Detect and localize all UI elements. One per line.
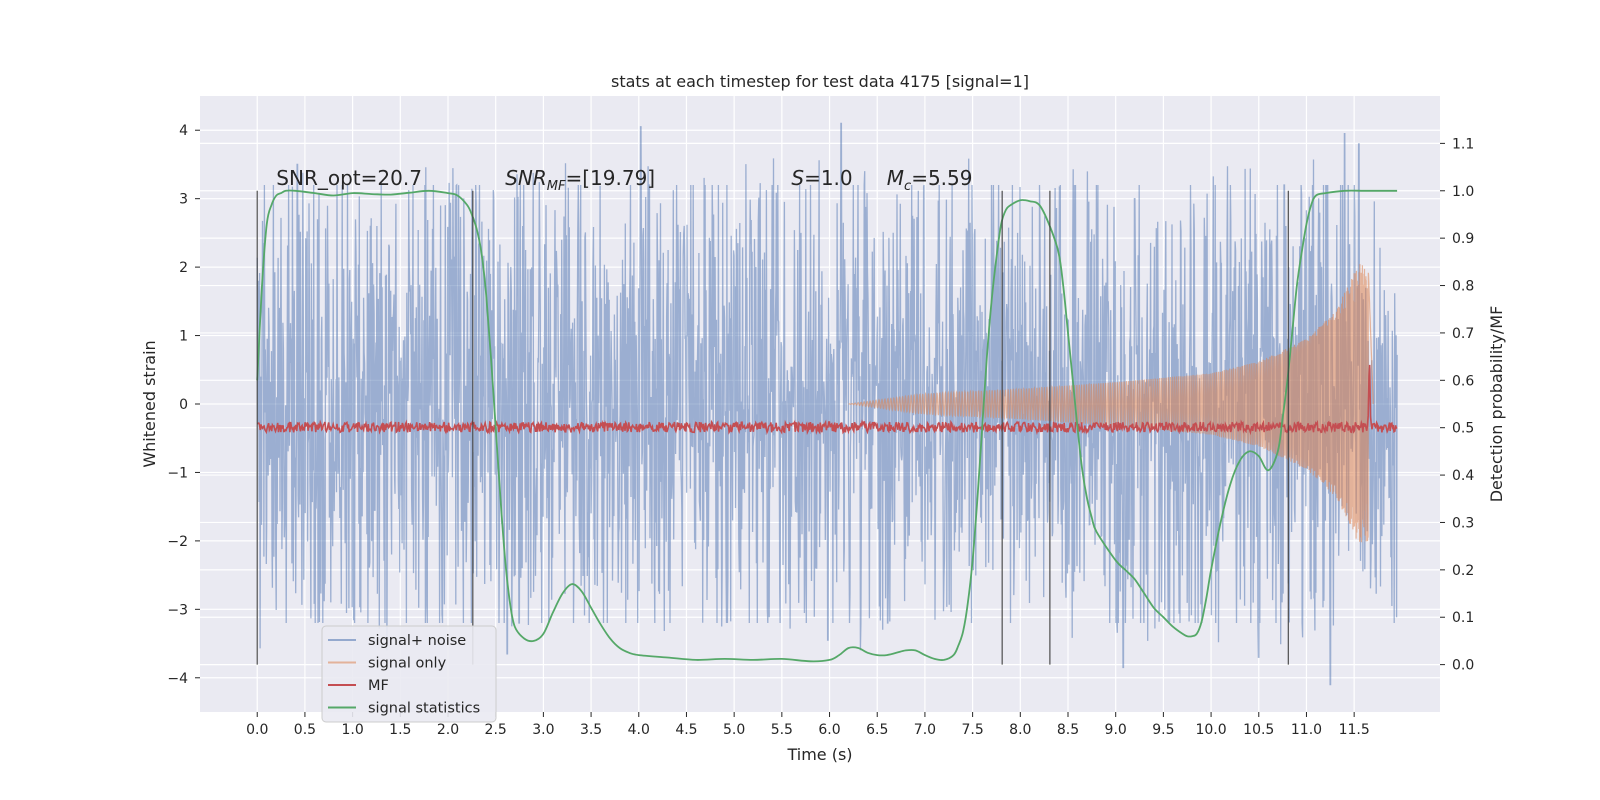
annotation-value: =5.59 xyxy=(911,166,972,190)
annotation-symbol: M xyxy=(887,166,904,190)
y-tick-label-left: −2 xyxy=(167,534,188,550)
annotation: Mc=5.59 xyxy=(887,166,973,194)
x-tick-label: 10.0 xyxy=(1195,722,1226,738)
x-tick-label: 8.5 xyxy=(1057,722,1079,738)
y-tick-label-right: 0.0 xyxy=(1452,658,1474,674)
y-tick-label-right: 0.8 xyxy=(1452,279,1474,295)
y-tick-label-right: 1.1 xyxy=(1452,136,1474,152)
y-axis-title-right: Detection probability/MF xyxy=(1487,306,1506,503)
annotation: S=1.0 xyxy=(791,166,852,190)
y-tick-label-right: 0.9 xyxy=(1452,231,1474,247)
y-tick-label-left: 2 xyxy=(179,260,188,276)
annotation-value: =[19.79] xyxy=(565,166,655,190)
y-tick-label-right: 0.4 xyxy=(1452,468,1474,484)
x-tick-label: 8.0 xyxy=(1009,722,1031,738)
x-tick-label: 0.0 xyxy=(246,722,268,738)
y-tick-label-left: −3 xyxy=(167,602,188,618)
annotation-symbol: SNR xyxy=(505,166,547,190)
annotation: SNR_opt=20.7 xyxy=(276,166,422,190)
x-tick-label: 1.5 xyxy=(389,722,411,738)
x-tick-label: 7.0 xyxy=(914,722,936,738)
x-axis-title: Time (s) xyxy=(786,745,852,764)
x-tick-label: 10.5 xyxy=(1243,722,1274,738)
y-tick-label-right: 0.5 xyxy=(1452,421,1474,437)
y-tick-label-right: 0.6 xyxy=(1452,373,1474,389)
x-tick-label: 1.0 xyxy=(341,722,363,738)
y-tick-label-left: 4 xyxy=(179,123,188,139)
x-tick-label: 5.0 xyxy=(723,722,745,738)
y-tick-label-left: −1 xyxy=(167,465,188,481)
y-tick-label-right: 0.3 xyxy=(1452,515,1474,531)
y-tick-label-right: 0.2 xyxy=(1452,563,1474,579)
y-tick-label-left: 0 xyxy=(179,397,188,413)
x-tick-label: 7.5 xyxy=(961,722,983,738)
series-signal-noise xyxy=(256,122,1398,686)
annotation-symbol: S xyxy=(791,166,804,190)
y-tick-label-left: 3 xyxy=(179,192,188,208)
x-tick-label: 11.5 xyxy=(1339,722,1370,738)
series-mf xyxy=(257,364,1398,436)
legend-label: MF xyxy=(368,678,389,694)
annotation: SNRMF=[19.79] xyxy=(505,166,655,194)
annotation-subscript: MF xyxy=(547,179,566,194)
y-tick-label-right: 1.0 xyxy=(1452,184,1474,200)
x-tick-label: 6.5 xyxy=(866,722,888,738)
y-tick-label-left: 1 xyxy=(179,329,188,345)
x-tick-label: 0.5 xyxy=(294,722,316,738)
x-tick-label: 3.5 xyxy=(580,722,602,738)
x-tick-label: 4.0 xyxy=(628,722,650,738)
x-tick-label: 9.5 xyxy=(1152,722,1174,738)
legend-label: signal only xyxy=(368,656,447,672)
y-tick-label-right: 0.1 xyxy=(1452,610,1474,626)
ticks: 0.0 0.5 1.0 1.5 2.0 2.5 3.0 3.5 4.0 4.5 5.0 5.5 6.0 6… xyxy=(167,123,1474,738)
x-tick-label: 11.0 xyxy=(1291,722,1322,738)
x-tick-label: 9.0 xyxy=(1105,722,1127,738)
x-tick-label: 6.0 xyxy=(818,722,840,738)
legend-label: signal statistics xyxy=(368,701,480,717)
y-axis-title-left: Whitened strain xyxy=(140,340,159,467)
y-tick-label-left: −4 xyxy=(167,671,188,687)
legend-label: signal+ noise xyxy=(368,633,466,649)
x-tick-label: 5.5 xyxy=(771,722,793,738)
vertical-lines xyxy=(256,190,1289,665)
x-tick-label: 4.5 xyxy=(675,722,697,738)
x-tick-label: 2.0 xyxy=(437,722,459,738)
annotation-subscript: c xyxy=(904,179,911,194)
annotation-value: =1.0 xyxy=(804,166,853,190)
annotations: SNR_opt=20.7 SNRMF=[19.79] S=1.0 Mc=5.59 xyxy=(276,166,972,194)
chart-title: stats at each timestep for test data 417… xyxy=(611,72,1029,91)
x-tick-label: 3.0 xyxy=(532,722,554,738)
legend: signal+ noise signal only MF signal statist… xyxy=(321,625,497,723)
x-tick-label: 2.5 xyxy=(485,722,507,738)
legend-box xyxy=(321,625,497,723)
series-layer xyxy=(256,122,1398,686)
y-tick-label-right: 0.7 xyxy=(1452,326,1474,342)
series-signal-only xyxy=(848,264,1374,543)
series-signal-statistics xyxy=(256,189,1398,663)
